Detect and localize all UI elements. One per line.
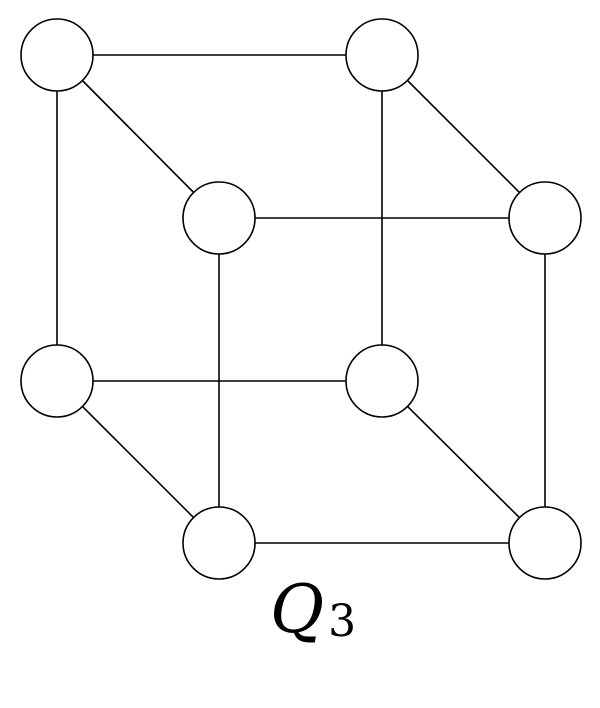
node-front-bottom-right: [508, 506, 582, 580]
graph-label-main: Q: [270, 571, 324, 648]
node-front-top-right: [508, 181, 582, 255]
node-back-bottom-left: [20, 344, 94, 418]
graph-label-subscript: 3: [328, 596, 356, 647]
node-front-bottom-left: [182, 506, 256, 580]
edge-back-bottom-left-to-front-bottom-left: [56, 380, 220, 544]
node-back-top-right: [345, 18, 419, 92]
node-back-top-left: [20, 18, 94, 92]
node-front-top-left: [182, 181, 256, 255]
graph-edges: [56, 54, 546, 544]
edge-back-bottom-right-to-front-bottom-right: [381, 380, 546, 544]
edge-back-top-right-to-front-top-right: [381, 54, 546, 219]
node-back-bottom-right: [345, 344, 419, 418]
edge-back-top-left-to-front-top-left: [56, 54, 220, 219]
graph-nodes: [20, 18, 582, 580]
graph-label: Q3: [270, 571, 356, 648]
